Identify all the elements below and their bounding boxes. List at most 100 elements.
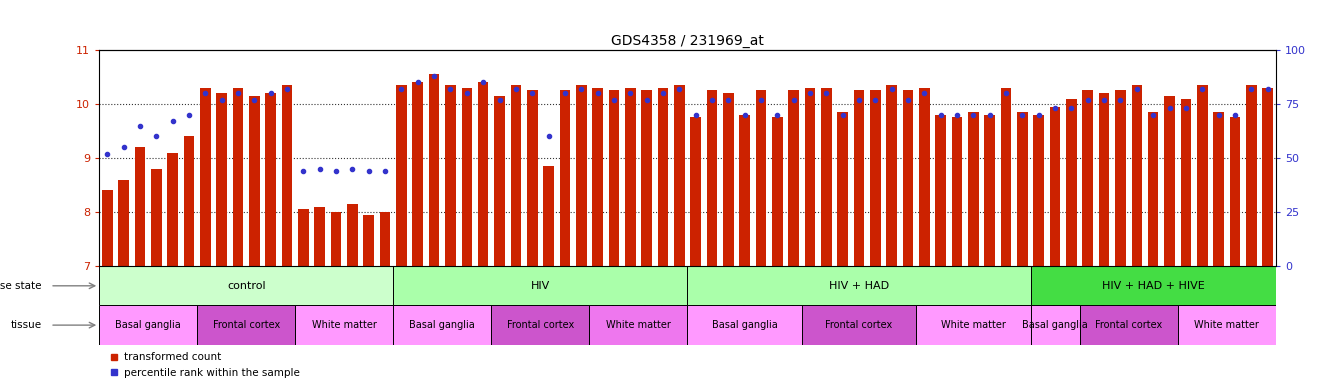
- Bar: [102, 190, 112, 266]
- Bar: [936, 115, 947, 266]
- Text: Basal ganglia: Basal ganglia: [1022, 320, 1088, 330]
- Bar: [1147, 112, 1158, 266]
- Bar: [968, 112, 978, 266]
- Bar: [217, 93, 227, 266]
- Text: Frontal cortex: Frontal cortex: [825, 320, 892, 330]
- Text: Basal ganglia: Basal ganglia: [410, 320, 475, 330]
- Bar: [916, 305, 1031, 345]
- Text: control: control: [227, 281, 266, 291]
- Bar: [592, 88, 603, 266]
- Bar: [348, 204, 358, 266]
- Bar: [119, 180, 130, 266]
- Bar: [854, 91, 865, 266]
- Bar: [821, 88, 832, 266]
- Bar: [295, 305, 394, 345]
- Bar: [1066, 99, 1077, 266]
- Bar: [364, 215, 374, 266]
- Bar: [168, 152, 178, 266]
- Bar: [233, 88, 243, 266]
- Bar: [687, 266, 1031, 305]
- Bar: [315, 207, 325, 266]
- Bar: [608, 91, 619, 266]
- Bar: [379, 212, 390, 266]
- Bar: [1034, 115, 1044, 266]
- Text: Frontal cortex: Frontal cortex: [1095, 320, 1162, 330]
- Bar: [197, 305, 295, 345]
- Bar: [1001, 88, 1011, 266]
- Bar: [428, 74, 439, 266]
- Bar: [837, 112, 847, 266]
- Text: HIV: HIV: [530, 281, 550, 291]
- Bar: [576, 85, 587, 266]
- Bar: [1263, 88, 1273, 266]
- Bar: [1116, 91, 1126, 266]
- Bar: [625, 88, 636, 266]
- Bar: [870, 91, 880, 266]
- Bar: [756, 91, 767, 266]
- Bar: [477, 82, 489, 266]
- Bar: [494, 96, 505, 266]
- Bar: [394, 266, 687, 305]
- Bar: [1245, 85, 1256, 266]
- Bar: [543, 166, 554, 266]
- Text: GDS4358 / 231969_at: GDS4358 / 231969_at: [611, 34, 764, 48]
- Bar: [739, 115, 750, 266]
- Text: Basal ganglia: Basal ganglia: [711, 320, 777, 330]
- Bar: [952, 118, 962, 266]
- Bar: [1165, 96, 1175, 266]
- Bar: [919, 88, 929, 266]
- Bar: [707, 91, 718, 266]
- Bar: [1080, 305, 1178, 345]
- Bar: [590, 305, 687, 345]
- Bar: [266, 93, 276, 266]
- Bar: [802, 305, 916, 345]
- Bar: [1017, 112, 1027, 266]
- Bar: [674, 85, 685, 266]
- Bar: [1132, 85, 1142, 266]
- Bar: [886, 85, 898, 266]
- Text: Frontal cortex: Frontal cortex: [213, 320, 280, 330]
- Bar: [1196, 85, 1207, 266]
- Bar: [903, 91, 914, 266]
- Bar: [772, 118, 783, 266]
- Bar: [1031, 305, 1080, 345]
- Bar: [184, 136, 194, 266]
- Bar: [99, 305, 197, 345]
- Bar: [1181, 99, 1191, 266]
- Bar: [690, 118, 701, 266]
- Bar: [1229, 118, 1240, 266]
- Bar: [282, 85, 292, 266]
- Bar: [1083, 91, 1093, 266]
- Bar: [249, 96, 259, 266]
- Bar: [397, 85, 407, 266]
- Bar: [446, 85, 456, 266]
- Text: Frontal cortex: Frontal cortex: [506, 320, 574, 330]
- Text: White matter: White matter: [605, 320, 670, 330]
- Bar: [1031, 266, 1276, 305]
- Bar: [135, 147, 145, 266]
- Text: White matter: White matter: [312, 320, 377, 330]
- Bar: [985, 115, 995, 266]
- Text: Basal ganglia: Basal ganglia: [115, 320, 181, 330]
- Text: disease state: disease state: [0, 281, 42, 291]
- Bar: [297, 209, 309, 266]
- Bar: [1050, 107, 1060, 266]
- Text: White matter: White matter: [1194, 320, 1259, 330]
- Bar: [1099, 93, 1109, 266]
- Legend: transformed count, percentile rank within the sample: transformed count, percentile rank withi…: [104, 348, 304, 382]
- Bar: [330, 212, 341, 266]
- Text: tissue: tissue: [11, 320, 42, 330]
- Bar: [657, 88, 668, 266]
- Bar: [151, 169, 161, 266]
- Bar: [723, 93, 734, 266]
- Text: HIV + HAD: HIV + HAD: [829, 281, 890, 291]
- Bar: [394, 305, 492, 345]
- Bar: [559, 91, 570, 266]
- Bar: [510, 85, 521, 266]
- Bar: [99, 266, 394, 305]
- Text: HIV + HAD + HIVE: HIV + HAD + HIVE: [1101, 281, 1204, 291]
- Bar: [1214, 112, 1224, 266]
- Bar: [412, 82, 423, 266]
- Bar: [200, 88, 210, 266]
- Bar: [461, 88, 472, 266]
